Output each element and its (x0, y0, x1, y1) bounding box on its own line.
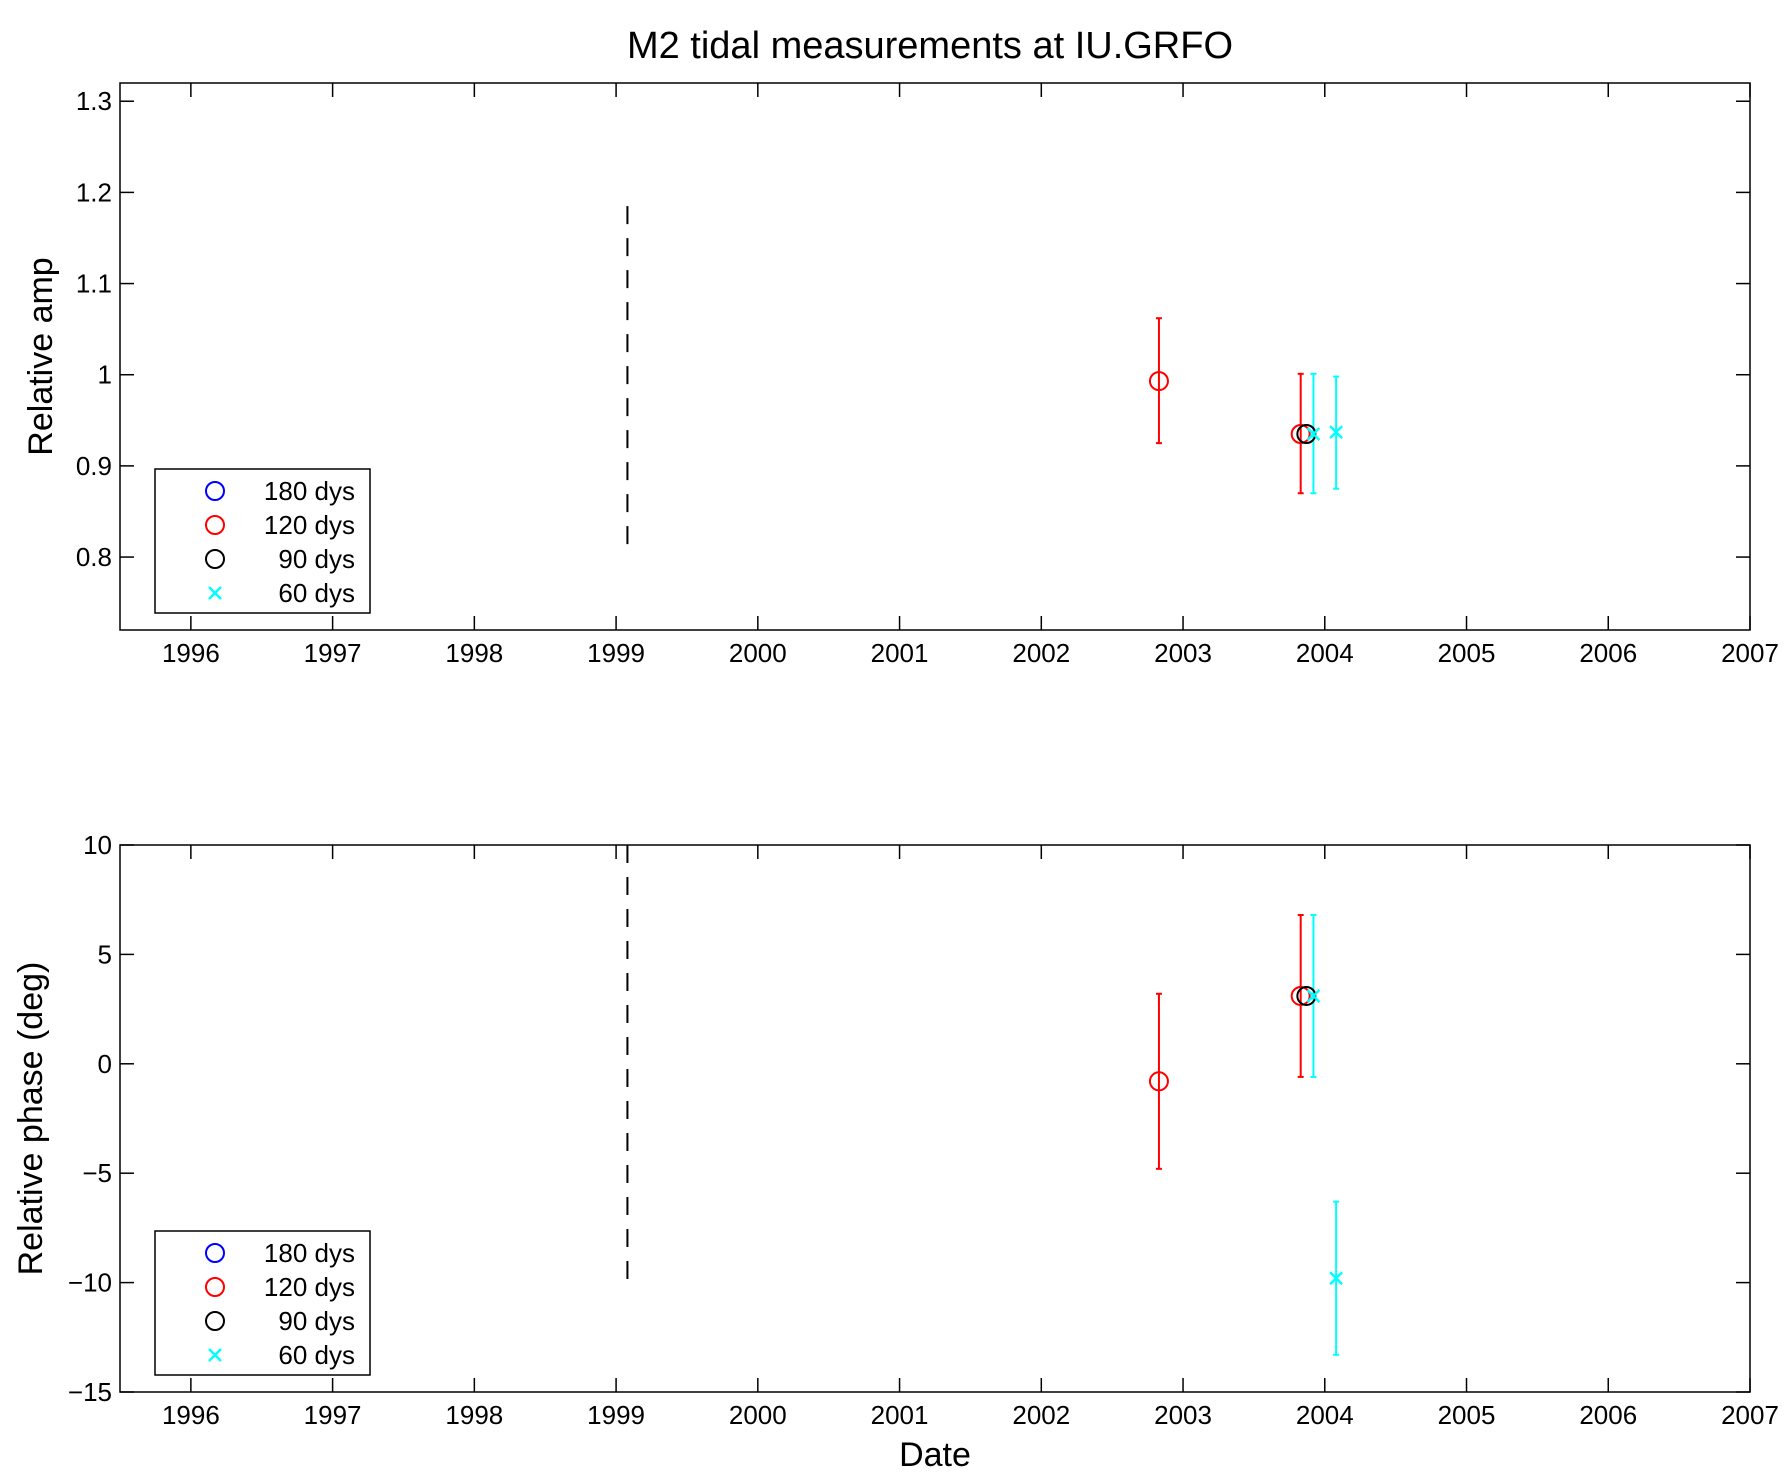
legend-label: 90 dys (278, 1306, 355, 1336)
x-tick-label: 2006 (1579, 638, 1637, 668)
x-tick-label: 2003 (1154, 638, 1212, 668)
data-point (1329, 1271, 1344, 1286)
x-tick-label: 2002 (1012, 638, 1070, 668)
legend-box (154, 468, 371, 614)
data-point (1290, 985, 1311, 1006)
legend-marker (208, 586, 222, 600)
data-point (1290, 423, 1311, 444)
data-point-stroke (1329, 425, 1344, 440)
legend-marker (208, 1348, 222, 1362)
data-point-stroke (1329, 1271, 1344, 1286)
legend-label: 90 dys (278, 544, 355, 574)
data-point-stroke (1306, 427, 1321, 441)
legend-box (154, 1230, 371, 1376)
legend-label: 180 dys (264, 476, 355, 506)
legend-marker (205, 1243, 225, 1263)
y-tick-label: 10 (83, 830, 112, 860)
legend-label: 60 dys (278, 578, 355, 608)
x-tick-label: 2000 (729, 1400, 787, 1430)
x-tick-label: 1999 (587, 638, 645, 668)
y-tick-label: 0.9 (76, 451, 112, 481)
data-point (1306, 427, 1321, 441)
y-tick-label: 5 (98, 939, 112, 969)
data-point (1306, 989, 1321, 1003)
legend-marker (205, 549, 225, 569)
y-tick-label: 1 (98, 360, 112, 390)
plot-frame (119, 82, 1751, 631)
x-tick-label: 2002 (1012, 1400, 1070, 1430)
x-tick-label: 2007 (1721, 1400, 1779, 1430)
plot-frame (119, 844, 1751, 1393)
x-tick-label: 2000 (729, 638, 787, 668)
data-point (1296, 423, 1317, 444)
x-tick-label: 1997 (304, 638, 362, 668)
x-tick-label: 1998 (445, 638, 503, 668)
x-tick-label: 1999 (587, 1400, 645, 1430)
y-tick-label: −15 (68, 1377, 112, 1407)
x-tick-label: 2001 (871, 638, 929, 668)
x-tick-label: 2004 (1296, 638, 1354, 668)
x-tick-label: 2001 (871, 1400, 929, 1430)
legend-marker-stroke (208, 1348, 222, 1362)
legend-marker (205, 1311, 225, 1331)
legend-label: 120 dys (264, 510, 355, 540)
y-tick-label: 0.8 (76, 542, 112, 572)
legend-label: 60 dys (278, 1340, 355, 1370)
data-point (1329, 425, 1344, 440)
data-point (1148, 371, 1169, 392)
data-point-stroke (1306, 989, 1321, 1003)
data-point (1296, 985, 1317, 1006)
x-tick-label: 2007 (1721, 638, 1779, 668)
y-tick-label: 1.3 (76, 86, 112, 116)
x-tick-label: 1998 (445, 1400, 503, 1430)
x-tick-label: 2005 (1438, 638, 1496, 668)
x-axis-label: Date (899, 1436, 971, 1474)
amplitude-panel: 1996 1997 1998 1999 2000 2001 2002 2003 2004 2005… (22, 82, 1779, 668)
x-tick-label: 2006 (1579, 1400, 1637, 1430)
chart-title: M2 tidal measurements at IU.GRFO (627, 25, 1233, 67)
y-tick-label: 0 (98, 1049, 112, 1079)
legend-marker (205, 481, 225, 501)
x-tick-label: 1996 (162, 638, 220, 668)
y-tick-label: 1.1 (76, 269, 112, 299)
x-tick-label: 1996 (162, 1400, 220, 1430)
legend-marker (205, 515, 225, 535)
y-tick-label: −10 (68, 1268, 112, 1298)
legend-marker (205, 1277, 225, 1297)
data-point (1148, 1071, 1169, 1092)
y-axis-label: Relative phase (deg) (12, 962, 50, 1276)
x-tick-label: 1997 (304, 1400, 362, 1430)
phase-panel: 1996 1997 1998 1999 2000 2001 2002 2003 2004 2005… (12, 830, 1779, 1474)
legend-marker-stroke (208, 586, 222, 600)
legend-label: 120 dys (264, 1272, 355, 1302)
legend: 180 dys 120 dys 90 dys 60 dys (154, 468, 371, 614)
y-tick-label: −5 (82, 1158, 112, 1188)
x-tick-label: 2003 (1154, 1400, 1212, 1430)
y-axis-label: Relative amp (22, 257, 60, 455)
legend: 180 dys 120 dys 90 dys 60 dys (154, 1230, 371, 1376)
x-tick-label: 2005 (1438, 1400, 1496, 1430)
y-tick-label: 1.2 (76, 177, 112, 207)
legend-label: 180 dys (264, 1238, 355, 1268)
x-tick-label: 2004 (1296, 1400, 1354, 1430)
